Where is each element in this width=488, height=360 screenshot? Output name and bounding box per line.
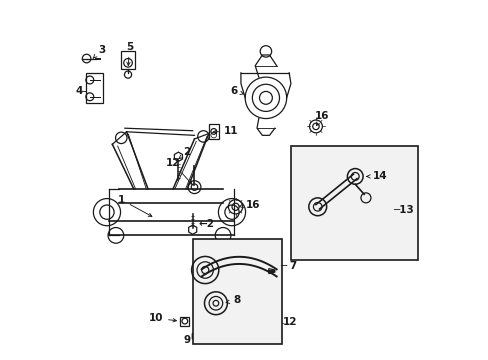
- Text: 10: 10: [148, 313, 176, 323]
- Text: 2: 2: [179, 147, 190, 159]
- Bar: [192, 239, 282, 344]
- Text: 12: 12: [165, 158, 192, 184]
- Text: 14: 14: [366, 171, 387, 181]
- Bar: [290, 146, 417, 260]
- Bar: [180, 317, 189, 327]
- Text: 16: 16: [239, 200, 260, 210]
- Text: 12: 12: [270, 317, 296, 327]
- Text: 1: 1: [118, 195, 152, 216]
- Text: ←2: ←2: [198, 219, 214, 229]
- Text: 6: 6: [230, 86, 243, 96]
- Text: ─13: ─13: [393, 204, 413, 215]
- Text: 16: 16: [314, 111, 329, 126]
- Text: 15: 15: [364, 153, 386, 163]
- Text: ─ 7: ─ 7: [280, 261, 297, 271]
- Text: 4: 4: [76, 86, 83, 96]
- Text: 3: 3: [93, 45, 105, 58]
- Bar: [121, 51, 135, 69]
- Text: 5: 5: [125, 42, 133, 66]
- Text: 9: 9: [183, 335, 190, 345]
- Bar: [85, 73, 103, 103]
- Bar: [208, 124, 218, 139]
- Text: 8: 8: [225, 296, 240, 305]
- Text: 11: 11: [213, 126, 238, 136]
